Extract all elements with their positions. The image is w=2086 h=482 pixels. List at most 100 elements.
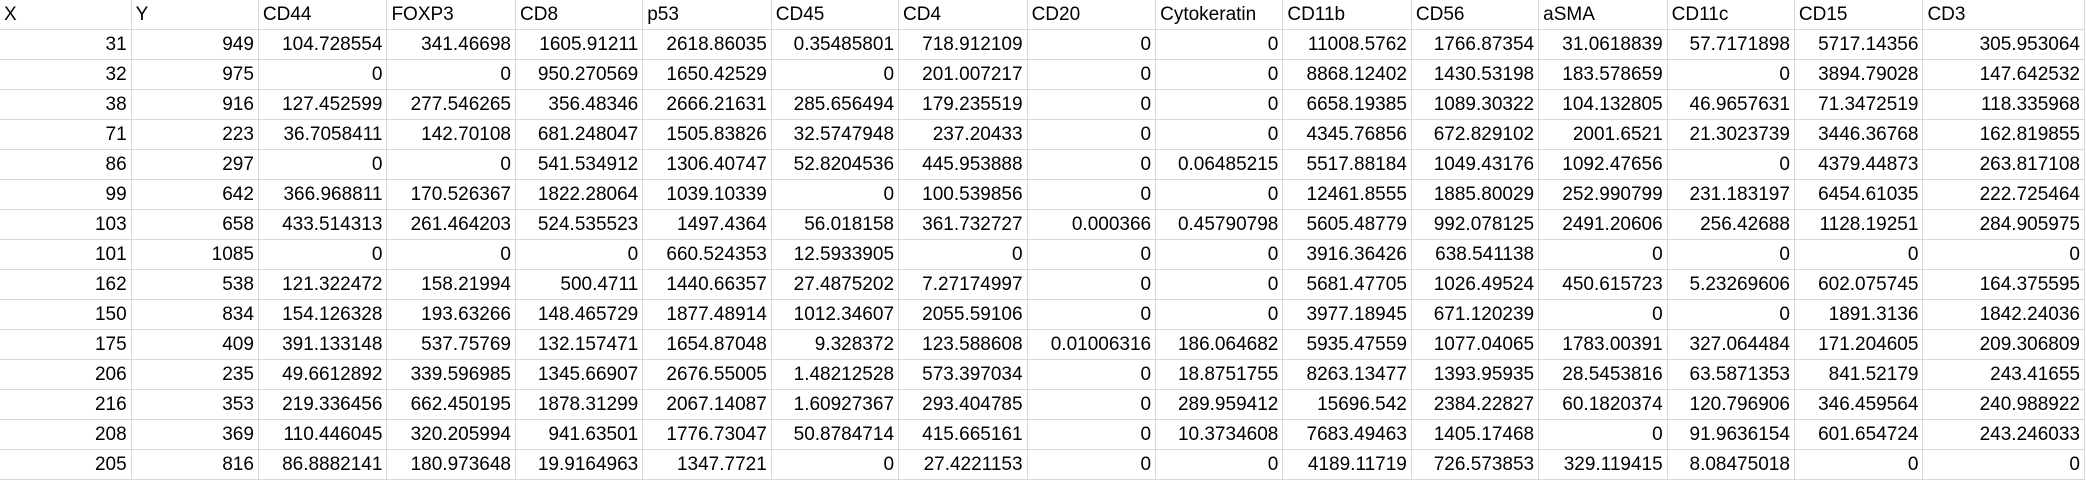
table-cell[interactable]: 104.728554 — [258, 29, 388, 60]
table-cell[interactable]: 1430.53198 — [1411, 59, 1540, 90]
table-cell[interactable]: 142.70108 — [386, 119, 516, 150]
table-cell[interactable]: 537.75769 — [386, 329, 516, 360]
column-header-cell[interactable]: Y — [131, 0, 259, 30]
table-cell[interactable]: 445.953888 — [898, 149, 1028, 180]
table-cell[interactable]: 0 — [898, 239, 1028, 270]
column-header-cell[interactable]: CD20 — [1027, 0, 1157, 30]
table-cell[interactable]: 209.306809 — [1922, 329, 2085, 360]
column-header-cell[interactable]: X — [0, 0, 132, 30]
table-cell[interactable]: 816 — [131, 449, 259, 480]
table-cell[interactable]: 0 — [258, 59, 388, 90]
table-cell[interactable]: 0 — [1538, 419, 1668, 450]
table-cell[interactable]: 4189.11719 — [1282, 449, 1412, 480]
table-cell[interactable]: 1654.87048 — [642, 329, 772, 360]
table-cell[interactable]: 31 — [0, 29, 132, 60]
table-cell[interactable]: 356.48346 — [515, 89, 644, 120]
table-cell[interactable]: 240.988922 — [1922, 389, 2085, 420]
table-cell[interactable]: 175 — [0, 329, 132, 360]
table-cell[interactable]: 5935.47559 — [1282, 329, 1412, 360]
table-cell[interactable]: 7683.49463 — [1282, 419, 1412, 450]
table-cell[interactable]: 718.912109 — [898, 29, 1028, 60]
table-cell[interactable]: 950.270569 — [515, 59, 644, 90]
table-cell[interactable]: 256.42688 — [1667, 209, 1795, 240]
table-cell[interactable]: 0.01006316 — [1027, 329, 1157, 360]
table-cell[interactable]: 0 — [1155, 119, 1284, 150]
table-cell[interactable]: 183.578659 — [1538, 59, 1668, 90]
table-cell[interactable]: 1347.7721 — [642, 449, 772, 480]
table-cell[interactable]: 219.336456 — [258, 389, 388, 420]
table-cell[interactable]: 0 — [1027, 89, 1157, 120]
table-cell[interactable]: 660.524353 — [642, 239, 772, 270]
table-cell[interactable]: 0 — [1027, 419, 1157, 450]
table-cell[interactable]: 346.459564 — [1794, 389, 1924, 420]
table-cell[interactable]: 7.27174997 — [898, 269, 1028, 300]
table-cell[interactable]: 992.078125 — [1411, 209, 1540, 240]
column-header-cell[interactable]: CD4 — [898, 0, 1028, 30]
table-cell[interactable]: 10.3734608 — [1155, 419, 1284, 450]
table-cell[interactable]: 1650.42529 — [642, 59, 772, 90]
table-cell[interactable]: 1885.80029 — [1411, 179, 1540, 210]
table-cell[interactable]: 5517.88184 — [1282, 149, 1412, 180]
column-header-cell[interactable]: CD44 — [258, 0, 388, 30]
table-cell[interactable]: 118.335968 — [1922, 89, 2085, 120]
table-cell[interactable]: 121.322472 — [258, 269, 388, 300]
table-cell[interactable]: 297 — [131, 149, 259, 180]
table-cell[interactable]: 341.46698 — [386, 29, 516, 60]
table-cell[interactable]: 5717.14356 — [1794, 29, 1924, 60]
table-cell[interactable]: 2055.59106 — [898, 299, 1028, 330]
table-cell[interactable]: 1039.10339 — [642, 179, 772, 210]
table-cell[interactable]: 0 — [1027, 449, 1157, 480]
table-cell[interactable]: 1085 — [131, 239, 259, 270]
table-cell[interactable]: 671.120239 — [1411, 299, 1540, 330]
table-cell[interactable]: 0 — [1794, 239, 1924, 270]
table-cell[interactable]: 5681.47705 — [1282, 269, 1412, 300]
table-cell[interactable]: 0 — [1155, 239, 1284, 270]
table-cell[interactable]: 132.157471 — [515, 329, 644, 360]
table-cell[interactable]: 975 — [131, 59, 259, 90]
table-cell[interactable]: 5.23269606 — [1667, 269, 1795, 300]
table-cell[interactable]: 154.126328 — [258, 299, 388, 330]
table-cell[interactable]: 1497.4364 — [642, 209, 772, 240]
column-header-cell[interactable]: aSMA — [1538, 0, 1668, 30]
table-cell[interactable]: 841.52179 — [1794, 359, 1924, 390]
table-cell[interactable]: 284.905975 — [1922, 209, 2085, 240]
table-cell[interactable]: 541.534912 — [515, 149, 644, 180]
column-header-cell[interactable]: CD3 — [1922, 0, 2085, 30]
table-cell[interactable]: 2001.6521 — [1538, 119, 1668, 150]
table-cell[interactable]: 231.183197 — [1667, 179, 1795, 210]
table-cell[interactable]: 1878.31299 — [515, 389, 644, 420]
table-cell[interactable]: 0 — [1667, 239, 1795, 270]
table-cell[interactable]: 127.452599 — [258, 89, 388, 120]
table-cell[interactable]: 28.5453816 — [1538, 359, 1668, 390]
table-cell[interactable]: 1345.66907 — [515, 359, 644, 390]
table-cell[interactable]: 5605.48779 — [1282, 209, 1412, 240]
table-cell[interactable]: 201.007217 — [898, 59, 1028, 90]
table-cell[interactable]: 415.665161 — [898, 419, 1028, 450]
table-cell[interactable]: 0 — [1155, 299, 1284, 330]
table-cell[interactable]: 123.588608 — [898, 329, 1028, 360]
table-cell[interactable]: 1766.87354 — [1411, 29, 1540, 60]
table-cell[interactable]: 391.133148 — [258, 329, 388, 360]
table-cell[interactable]: 216 — [0, 389, 132, 420]
table-cell[interactable]: 662.450195 — [386, 389, 516, 420]
table-cell[interactable]: 433.514313 — [258, 209, 388, 240]
table-cell[interactable]: 0 — [1155, 269, 1284, 300]
column-header-cell[interactable]: CD11c — [1667, 0, 1795, 30]
table-cell[interactable]: 86 — [0, 149, 132, 180]
table-cell[interactable]: 263.817108 — [1922, 149, 2085, 180]
table-cell[interactable]: 1026.49524 — [1411, 269, 1540, 300]
table-cell[interactable]: 18.8751755 — [1155, 359, 1284, 390]
table-cell[interactable]: 0.35485801 — [771, 29, 900, 60]
column-header-cell[interactable]: CD11b — [1282, 0, 1412, 30]
table-cell[interactable]: 0 — [1538, 299, 1668, 330]
table-cell[interactable]: 0 — [258, 149, 388, 180]
table-cell[interactable]: 366.968811 — [258, 179, 388, 210]
table-cell[interactable]: 21.3023739 — [1667, 119, 1795, 150]
table-cell[interactable]: 193.63266 — [386, 299, 516, 330]
column-header-cell[interactable]: CD56 — [1411, 0, 1540, 30]
table-cell[interactable]: 681.248047 — [515, 119, 644, 150]
table-cell[interactable]: 538 — [131, 269, 259, 300]
table-cell[interactable]: 1605.91211 — [515, 29, 644, 60]
table-cell[interactable]: 0 — [771, 59, 900, 90]
table-cell[interactable]: 289.959412 — [1155, 389, 1284, 420]
